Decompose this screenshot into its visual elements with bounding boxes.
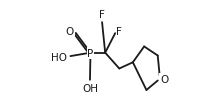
Text: F: F — [116, 26, 122, 36]
Text: O: O — [66, 26, 74, 36]
Text: OH: OH — [82, 83, 98, 93]
Text: F: F — [99, 10, 105, 20]
Text: P: P — [87, 48, 94, 58]
Text: O: O — [160, 74, 168, 84]
Text: HO: HO — [51, 52, 67, 62]
